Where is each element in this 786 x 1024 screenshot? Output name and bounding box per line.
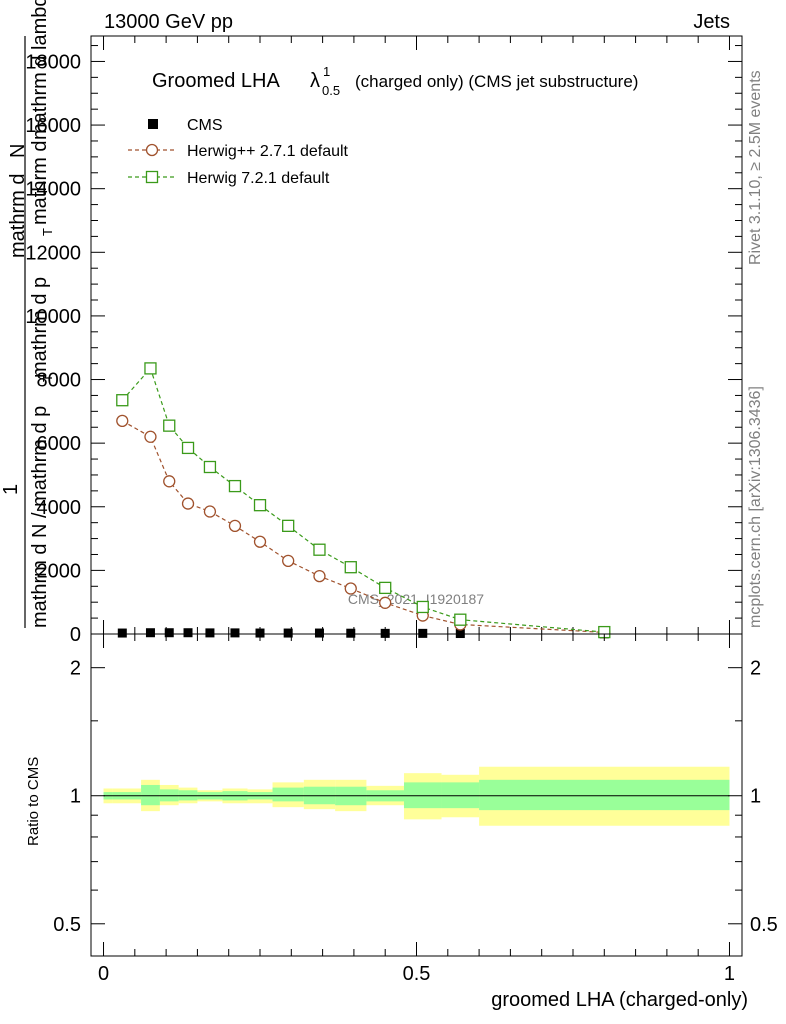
legend-label-cms: CMS (187, 117, 223, 134)
ratio-y-tick-label: 1 (70, 786, 81, 808)
ratio-y-tick-label: 0.5 (53, 914, 81, 936)
legend: CMS Herwig++ 2.7.1 default Herwig 7.2.1 … (128, 117, 349, 187)
legend-marker-herwigpp (145, 143, 159, 157)
main-y-axis: 0 2000 4000 6000 8000 10000 12000 14000 16000 180… (25, 45, 742, 646)
herwig7-point (454, 613, 467, 626)
herwigpp-point (203, 505, 217, 518)
herwig7-point (253, 499, 267, 512)
legend-marker-cms (148, 119, 158, 129)
energy-label: 13000 GeV pp (104, 11, 233, 33)
ratio-y-tick-label-right: 0.5 (750, 914, 778, 936)
ylabel-numerator-lambda: mathrm d lambda (29, 0, 51, 140)
main-y-tick-label: 8000 (37, 370, 82, 392)
herwigpp-point (282, 554, 295, 567)
herwigpp-point (163, 475, 176, 488)
ylabel-top-d: mathrm d (7, 174, 29, 258)
main-y-tick-label: 12000 (25, 242, 81, 264)
herwigpp-point (253, 535, 267, 548)
x-axis-label: groomed LHA (charged-only) (491, 989, 748, 1011)
plot-title-lambda: λ (310, 70, 320, 92)
herwig7-point (181, 441, 195, 455)
ylabel-denominator-subscript: T (40, 374, 55, 382)
herwig7-point (144, 362, 157, 375)
herwig7-point (313, 543, 326, 556)
analysis-watermark: CMS_2021_I1920187 (348, 591, 484, 607)
rivet-version-label: Rivet 3.1.10, ≥ 2.5M events (747, 70, 764, 265)
ylabel-denominator: mathrm d N / mathrm d p (29, 406, 51, 628)
x-tick-label: 1 (724, 963, 735, 985)
legend-label-herwig7: Herwig 7.2.1 default (187, 170, 330, 187)
main-y-tick-label: 16000 (25, 115, 81, 137)
ratio-y-axis: 0.5 0.5 1 1 2 2 (53, 658, 778, 936)
cms-data-point (205, 628, 215, 638)
ratio-y-tick-label: 2 (70, 658, 81, 680)
herwig7-point (203, 460, 217, 474)
cms-data-point (183, 628, 193, 638)
ratio-y-tick-label-right: 2 (750, 658, 761, 680)
herwig7-point (379, 581, 392, 595)
cms-data-point (117, 628, 127, 638)
legend-label-herwigpp: Herwig++ 2.7.1 default (187, 143, 349, 160)
herwig7-point (228, 479, 242, 493)
herwig7-point (282, 519, 295, 533)
main-plot-panel: 0 2000 4000 6000 8000 10000 12000 14000 16000 180… (0, 0, 743, 646)
ylabel-mid: mathrm d p (29, 277, 51, 378)
cms-data-point (283, 628, 293, 638)
ratio-y-tick-label-right: 1 (750, 786, 761, 808)
herwig7-point (163, 419, 176, 432)
ylabel-top-n: N (7, 144, 29, 158)
cms-data-point (164, 628, 174, 638)
ratio-inner-band (479, 779, 730, 811)
main-y-tick-label: 18000 (25, 51, 81, 73)
ratio-y-axis-label: Ratio to CMS (25, 757, 42, 846)
herwig7-point (416, 600, 429, 614)
ratio-inner-band (272, 787, 304, 802)
ratio-plot-panel: 0.5 0.51 12 2 0 0.5 1 Ratio to CMS groomed LH… (25, 633, 778, 1011)
plot-title-superscript: 1 (323, 64, 330, 79)
category-label: Jets (693, 11, 730, 33)
ratio-bands (103, 766, 730, 826)
ylabel-mid-subscript: T (40, 228, 55, 236)
plot-title-text: Groomed LHA (152, 70, 280, 92)
x-tick-label: 0.5 (403, 963, 431, 985)
x-tick-label: 0 (98, 963, 109, 985)
main-series-group (116, 362, 611, 639)
cms-data-point (380, 628, 390, 638)
ylabel-numerator-one: 1 (0, 484, 22, 495)
herwigpp-point (181, 497, 195, 510)
main-y-tick-label: 2000 (37, 560, 82, 582)
main-y-tick-label: 10000 (25, 306, 81, 328)
main-y-axis-label: 1 mathrm d N / mathrm d p T mathrm d p T… (0, 0, 55, 628)
herwigpp-point (313, 569, 326, 583)
herwigpp-point (379, 596, 392, 609)
main-y-tick-label: 14000 (25, 179, 81, 201)
cms-data-point (145, 628, 155, 638)
cms-data-point (346, 628, 356, 638)
plot-title-subscript: 0.5 (322, 83, 340, 98)
herwig7-point (116, 394, 129, 407)
mcplots-credit-label: mcplots.cern.ch [arXiv:1306.3436] (747, 386, 764, 628)
cms-data-point (230, 628, 240, 638)
herwig7-point (344, 561, 357, 574)
herwigpp-point (116, 414, 129, 428)
cms-data-point (255, 628, 265, 638)
herwigpp-point (144, 430, 157, 443)
main-y-tick-label: 0 (70, 624, 81, 646)
ratio-inner-band (141, 784, 160, 806)
herwigpp-point (228, 519, 242, 533)
herwigpp-point (344, 582, 357, 595)
ylabel-numerator-d: mathrm d (29, 141, 51, 225)
main-y-tick-label: 4000 (37, 497, 82, 519)
legend-marker-herwig7 (145, 170, 159, 184)
cms-data-point (418, 628, 428, 638)
main-y-tick-label: 6000 (37, 433, 82, 455)
cms-data-point (314, 628, 324, 638)
plot-title: Groomed LHA λ 1 0.5 (charged only) (CMS … (152, 64, 638, 98)
ratio-x-axis: 0 0.5 1 (98, 634, 735, 985)
plot-subtitle: (charged only) (CMS jet substructure) (355, 72, 638, 91)
